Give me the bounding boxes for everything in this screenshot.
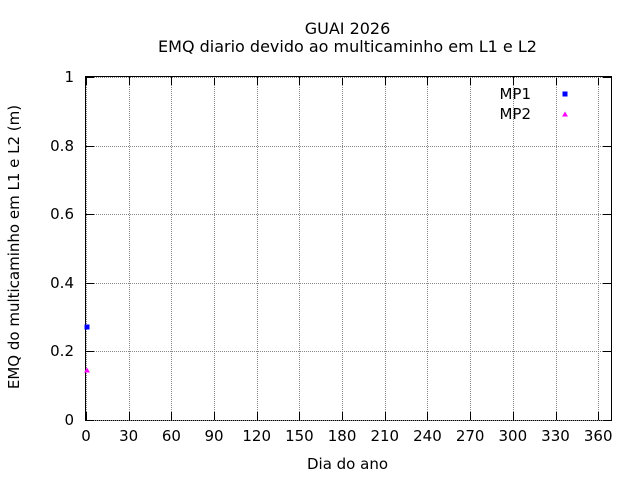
y-tick-mark-left: [86, 351, 94, 353]
y-tick-label: 0.8: [50, 136, 74, 155]
x-tick-mark-bottom: [171, 412, 173, 420]
y-tick-mark-right: [603, 145, 611, 147]
x-tick-label: 270: [455, 427, 485, 445]
x-tick-mark-top: [470, 77, 472, 85]
y-tick-label: 0.4: [50, 273, 74, 292]
x-tick-mark-bottom: [512, 412, 514, 420]
chart-title: GUAI 2026: [304, 19, 391, 38]
x-tick-mark-bottom: [342, 412, 344, 420]
x-tick-label: 150: [285, 427, 314, 445]
y-tick-mark-right: [603, 420, 611, 421]
grid-line-vertical: [512, 77, 514, 420]
plot-area: 0 30 60 90 120 150 180 210 240 270 300 330 360 0 0.2 0.…: [50, 68, 612, 445]
x-tick-mark-top: [598, 77, 600, 85]
y-tick-mark-left: [86, 145, 94, 147]
x-tick-label: 360: [583, 427, 613, 445]
x-tick-label: 210: [370, 427, 400, 445]
grid-line-vertical: [299, 77, 301, 420]
x-tick-mark-top: [299, 77, 301, 85]
x-tick-mark-top: [256, 77, 258, 85]
x-axis-label: Dia do ano: [306, 455, 389, 473]
grid-line-horizontal: [86, 214, 611, 216]
grid-line-horizontal: [86, 351, 611, 353]
grid-line-vertical: [214, 77, 216, 420]
x-tick-mark-bottom: [214, 412, 216, 420]
x-tick-mark-bottom: [555, 412, 557, 420]
x-tick-mark-top: [171, 77, 173, 85]
grid-line-vertical: [555, 77, 557, 420]
x-tick-mark-top: [86, 77, 87, 85]
grid-line-horizontal: [86, 145, 611, 147]
grid-line-horizontal: [86, 77, 611, 78]
grid-line-horizontal: [86, 420, 611, 421]
x-tick-mark-bottom: [384, 412, 386, 420]
x-tick-label: 180: [327, 427, 357, 445]
grid-line-vertical: [128, 77, 130, 420]
y-tick-label: 0.6: [50, 205, 74, 224]
x-tick-mark-bottom: [256, 412, 258, 420]
y-tick-mark-left: [86, 214, 94, 216]
y-tick-label: 0: [64, 411, 74, 429]
grid-line-vertical: [342, 77, 344, 420]
grid-line-vertical: [427, 77, 429, 420]
x-tick-label: 90: [204, 427, 224, 445]
grid-line-vertical: [598, 77, 600, 420]
x-tick-label: 60: [161, 427, 181, 445]
y-tick-label: 0.2: [50, 342, 74, 361]
x-tick-mark-bottom: [299, 412, 301, 420]
x-tick-mark-bottom: [86, 412, 87, 420]
y-tick-mark-left: [86, 77, 94, 78]
legend-label-mp1: MP1: [499, 85, 531, 103]
x-tick-mark-bottom: [427, 412, 429, 420]
x-tick-label: 0: [81, 427, 91, 445]
chart-subtitle: EMQ diario devido ao multicaminho em L1 …: [158, 37, 537, 56]
grid-line-vertical: [171, 77, 173, 420]
y-tick-mark-left: [86, 420, 94, 421]
x-tick-label: 300: [498, 427, 528, 445]
x-tick-mark-top: [427, 77, 429, 85]
y-tick-label: 1: [64, 68, 74, 86]
x-tick-mark-bottom: [470, 412, 472, 420]
y-tick-mark-right: [603, 351, 611, 353]
data-point-mp2: [84, 367, 91, 373]
legend-marker-mp1: [562, 91, 568, 97]
legend-label-mp2: MP2: [499, 105, 531, 123]
x-tick-mark-top: [555, 77, 557, 85]
grid-line-horizontal: [86, 282, 611, 284]
grid-line-vertical: [86, 77, 87, 420]
y-tick-mark-left: [86, 282, 94, 284]
x-tick-label: 120: [242, 427, 272, 445]
x-tick-label: 30: [119, 427, 139, 445]
x-tick-mark-bottom: [128, 412, 130, 420]
legend-marker-mp2: [562, 111, 568, 117]
x-tick-label: 240: [413, 427, 442, 445]
grid-line-vertical: [470, 77, 472, 420]
x-tick-mark-top: [512, 77, 514, 85]
chart-title-block: GUAI 2026 EMQ diario devido ao multicami…: [85, 20, 610, 56]
data-point-mp1: [84, 324, 90, 330]
x-tick-mark-top: [342, 77, 344, 85]
x-tick-mark-top: [214, 77, 216, 85]
grid-line-vertical: [384, 77, 386, 420]
y-axis-label: EMQ do multicaminho em L1 e L2 (m): [5, 104, 23, 390]
grid-line-vertical: [256, 77, 258, 420]
y-tick-mark-right: [603, 282, 611, 284]
x-tick-label: 330: [541, 427, 570, 445]
x-tick-mark-bottom: [598, 412, 600, 420]
x-tick-mark-top: [128, 77, 130, 85]
y-tick-mark-right: [603, 214, 611, 216]
x-tick-mark-top: [384, 77, 386, 85]
y-tick-mark-right: [603, 77, 611, 78]
